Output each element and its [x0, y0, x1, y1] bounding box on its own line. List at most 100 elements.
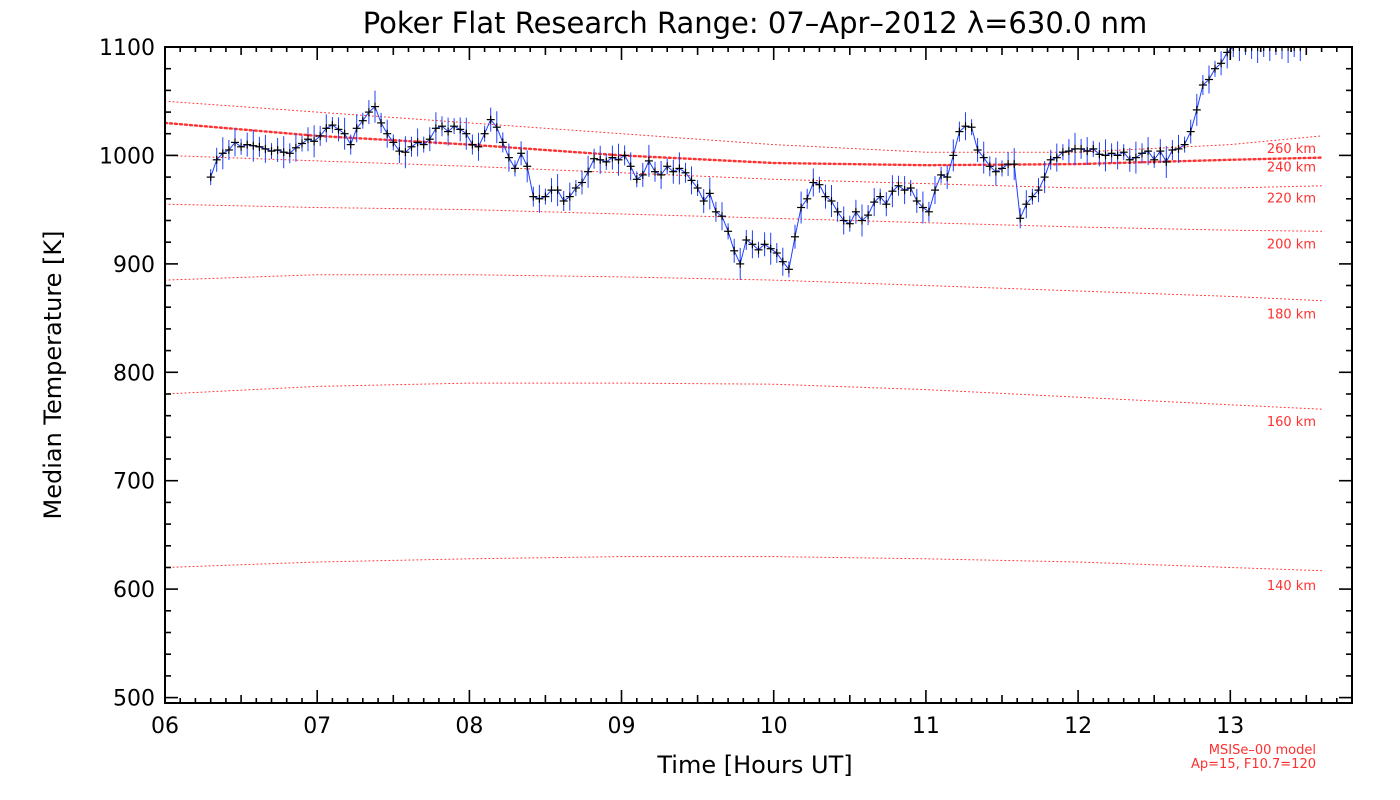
data-point	[894, 181, 903, 190]
data-point	[1235, 47, 1244, 51]
data-point	[304, 135, 312, 144]
data-point	[924, 207, 933, 216]
chart-title: Poker Flat Research Range: 07–Apr–2012 λ…	[363, 6, 1148, 40]
model-curve-label: 240 km	[1267, 160, 1316, 175]
data-point	[438, 122, 446, 131]
x-tick-label: 12	[1064, 714, 1092, 739]
data-point	[912, 197, 921, 205]
data-point	[498, 138, 507, 147]
data-point	[377, 118, 386, 127]
data-point	[371, 102, 379, 111]
data-point	[401, 148, 410, 157]
x-tick-label: 08	[455, 714, 483, 739]
data-point	[1089, 144, 1098, 153]
model-curve	[165, 274, 1323, 302]
model-curves	[165, 100, 1323, 572]
data-point	[1229, 47, 1238, 51]
data-point	[218, 149, 227, 158]
model-curve-label: 260 km	[1267, 142, 1316, 157]
x-tick-label: 07	[303, 714, 331, 739]
data-point	[766, 244, 775, 253]
data-point	[724, 227, 733, 236]
model-note: MSISe–00 model	[1209, 743, 1316, 758]
data-point	[1040, 173, 1049, 182]
data-point	[340, 129, 349, 138]
data-point	[669, 167, 678, 176]
data-point	[1253, 47, 1262, 51]
data-point	[687, 176, 696, 185]
data-point	[675, 164, 684, 173]
data-point	[1016, 214, 1025, 223]
data-point	[255, 142, 264, 151]
data-point	[803, 194, 812, 203]
data-point	[638, 170, 647, 179]
data-point	[1119, 148, 1128, 157]
data-point	[249, 141, 258, 150]
plot-frame	[164, 46, 1353, 704]
axes: 260 km 240 km 220 km 200 km 180 km 160 km 140 …	[99, 36, 1353, 739]
data-point	[231, 138, 239, 147]
data-point	[346, 140, 355, 149]
y-tick-label: 1000	[99, 144, 155, 169]
data-point	[352, 124, 361, 133]
data-point	[1046, 155, 1055, 164]
data-point	[1265, 47, 1274, 51]
data-point	[584, 167, 593, 176]
data-point	[212, 155, 221, 164]
data-point	[571, 184, 580, 192]
data-point	[626, 162, 635, 171]
data-point	[1144, 147, 1153, 156]
data-point	[273, 146, 282, 154]
data-point	[973, 146, 982, 154]
y-tick-label: 700	[113, 470, 155, 495]
model-curve-label: 220 km	[1267, 192, 1316, 207]
y-axis-label: Median Temperature [K]	[39, 230, 67, 519]
data-point	[985, 162, 994, 171]
data-point	[1138, 149, 1146, 158]
data-point	[1022, 200, 1031, 209]
data-point	[565, 192, 574, 201]
data-point	[967, 123, 976, 132]
data-point	[821, 192, 830, 201]
data-point	[1174, 144, 1183, 153]
data-point	[316, 131, 325, 140]
data-point	[1083, 147, 1092, 156]
y-tick-label: 900	[113, 253, 155, 278]
data-point	[632, 175, 641, 184]
data-point	[1211, 64, 1219, 73]
x-tick-label: 11	[912, 714, 940, 739]
data-point	[322, 124, 331, 133]
data-point	[772, 249, 781, 257]
data-point	[1125, 155, 1134, 164]
model-curve	[165, 556, 1323, 572]
data-point	[298, 139, 306, 148]
x-tick-label: 06	[151, 714, 179, 739]
data-point	[699, 197, 708, 205]
data-point	[328, 121, 337, 130]
data-point	[943, 173, 952, 182]
data-point	[486, 115, 495, 124]
data-point	[797, 203, 806, 212]
data-point	[1150, 155, 1159, 164]
data-point	[334, 125, 343, 134]
data-point	[504, 153, 513, 162]
data-point	[1010, 160, 1019, 169]
data-point	[998, 164, 1006, 173]
data-point	[644, 156, 653, 165]
data-point	[425, 135, 434, 144]
data-point	[206, 173, 215, 182]
data-point	[1034, 186, 1043, 195]
data-point	[553, 186, 562, 195]
data-point	[979, 153, 988, 162]
data-point	[614, 155, 623, 164]
data-point	[778, 257, 787, 266]
data-point	[1217, 59, 1226, 68]
data-point	[517, 149, 526, 158]
data-series	[206, 47, 1311, 280]
data-point	[1131, 153, 1140, 162]
data-point	[1113, 151, 1122, 160]
data-point	[1058, 148, 1067, 157]
data-point	[1180, 140, 1189, 149]
data-point	[900, 186, 909, 195]
